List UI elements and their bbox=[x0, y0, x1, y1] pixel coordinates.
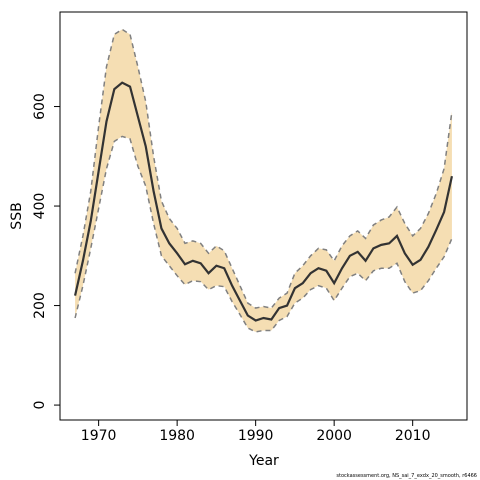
confidence-band bbox=[75, 29, 452, 332]
x-tick-label: 2000 bbox=[316, 428, 352, 444]
plot-frame bbox=[59, 11, 468, 421]
x-tick-label: 1990 bbox=[238, 428, 274, 444]
x-tick-label: 2010 bbox=[395, 428, 431, 444]
x-axis-label: Year bbox=[248, 453, 279, 469]
y-tick-label: 200 bbox=[32, 292, 48, 319]
y-axis-label: SSB bbox=[9, 202, 25, 229]
x-tick-label: 1970 bbox=[81, 428, 117, 444]
y-tick-label: 400 bbox=[32, 193, 48, 220]
band-edge bbox=[74, 135, 453, 333]
band-edge bbox=[74, 28, 453, 309]
y-tick-label: 600 bbox=[32, 93, 48, 120]
footnote: stockassessment.org, NS_sai_7_exdx_20_sm… bbox=[336, 473, 477, 479]
ssb-line bbox=[74, 81, 454, 322]
x-tick-label: 1980 bbox=[159, 428, 195, 444]
y-tick-label: 0 bbox=[32, 401, 48, 410]
